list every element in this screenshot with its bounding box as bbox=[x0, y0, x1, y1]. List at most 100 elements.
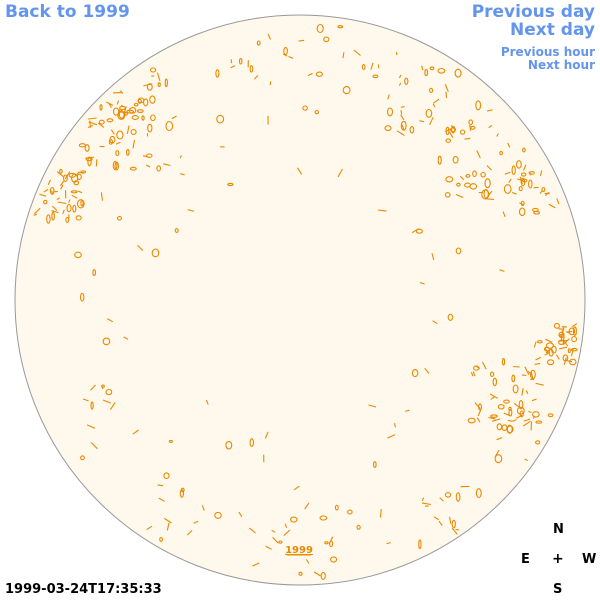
contour-mark bbox=[141, 115, 145, 121]
contour-mark bbox=[504, 171, 511, 175]
contour-mark bbox=[368, 404, 377, 408]
contour-mark bbox=[516, 414, 523, 419]
contour-mark bbox=[347, 509, 353, 515]
contour-mark bbox=[429, 117, 434, 126]
contour-mark bbox=[444, 492, 452, 498]
contour-mark bbox=[425, 108, 433, 118]
contour-mark bbox=[265, 545, 272, 550]
contour-mark bbox=[528, 410, 532, 414]
contour-mark bbox=[491, 418, 501, 422]
previous-hour-link[interactable]: Previous hour bbox=[500, 45, 595, 59]
contour-mark bbox=[119, 105, 126, 111]
year-link[interactable]: 1999 bbox=[285, 545, 313, 556]
contour-mark bbox=[284, 523, 288, 528]
contour-mark bbox=[283, 529, 291, 537]
contour-mark bbox=[474, 402, 481, 409]
contour-mark bbox=[483, 189, 489, 199]
contour-mark bbox=[356, 524, 361, 530]
contour-mark bbox=[43, 199, 48, 205]
contour-mark bbox=[562, 338, 570, 346]
contour-mark bbox=[70, 190, 78, 194]
contour-mark bbox=[415, 228, 423, 234]
contour-mark bbox=[398, 74, 402, 79]
contour-mark bbox=[424, 68, 429, 77]
contour-mark bbox=[512, 365, 520, 368]
contour-mark bbox=[499, 150, 503, 156]
contour-mark bbox=[107, 318, 114, 323]
contour-mark bbox=[171, 115, 177, 120]
contour-mark bbox=[485, 198, 495, 201]
contour-mark bbox=[437, 67, 446, 74]
contour-mark bbox=[445, 176, 454, 183]
contour-mark bbox=[168, 439, 173, 443]
contour-mark bbox=[459, 129, 466, 135]
previous-day-link[interactable]: Previous day bbox=[471, 2, 595, 22]
contour-mark bbox=[565, 331, 570, 334]
contour-mark bbox=[424, 367, 430, 375]
contour-mark bbox=[544, 347, 549, 354]
contour-mark bbox=[464, 182, 471, 188]
contour-mark bbox=[164, 78, 168, 88]
contour-mark bbox=[90, 384, 96, 391]
contour-mark bbox=[496, 133, 499, 137]
contour-mark bbox=[90, 401, 94, 410]
contour-mark bbox=[174, 228, 179, 233]
next-day-link[interactable]: Next day bbox=[510, 20, 595, 40]
contour-mark bbox=[51, 210, 59, 214]
contour-mark bbox=[137, 244, 144, 252]
contour-mark bbox=[324, 541, 329, 545]
contour-mark bbox=[75, 215, 82, 221]
contour-mark bbox=[470, 372, 474, 377]
contour-mark bbox=[253, 75, 259, 80]
contour-mark bbox=[225, 440, 233, 450]
contour-mark bbox=[132, 139, 136, 149]
contour-mark bbox=[370, 62, 374, 70]
contour-mark bbox=[82, 398, 89, 402]
contour-mark bbox=[488, 125, 493, 129]
contour-mark bbox=[115, 150, 120, 157]
contour-mark bbox=[431, 253, 435, 261]
contour-mark bbox=[68, 199, 71, 203]
contour-mark bbox=[323, 36, 330, 43]
contour-mark bbox=[518, 399, 524, 410]
contour-mark bbox=[519, 410, 524, 418]
contour-mark bbox=[205, 399, 209, 405]
contour-mark bbox=[489, 371, 495, 378]
contour-mark bbox=[501, 424, 508, 431]
contour-mark bbox=[486, 165, 492, 171]
contour-mark bbox=[302, 105, 308, 111]
contour-mark bbox=[522, 164, 527, 171]
contour-mark bbox=[71, 194, 78, 199]
back-to-year-link[interactable]: Back to 1999 bbox=[5, 2, 130, 22]
contour-mark bbox=[132, 429, 139, 435]
contour-mark bbox=[319, 515, 328, 521]
contour-mark bbox=[421, 497, 425, 502]
contour-mark bbox=[472, 170, 477, 178]
contour-mark bbox=[501, 357, 506, 366]
contour-mark bbox=[521, 374, 527, 377]
contour-mark bbox=[476, 417, 481, 423]
contour-mark bbox=[164, 517, 172, 524]
contour-mark bbox=[396, 130, 405, 136]
contour-mark bbox=[146, 83, 153, 91]
contour-mark bbox=[529, 369, 536, 380]
contour-mark bbox=[238, 511, 243, 518]
contour-mark bbox=[112, 107, 120, 116]
next-hour-link[interactable]: Next hour bbox=[527, 58, 595, 72]
contour-mark bbox=[502, 211, 506, 217]
contour-mark bbox=[314, 109, 320, 115]
contour-mark bbox=[450, 125, 456, 131]
contour-mark bbox=[572, 326, 577, 336]
contour-mark bbox=[494, 454, 503, 464]
contour-mark bbox=[481, 361, 487, 370]
contour-mark bbox=[298, 39, 305, 42]
contour-mark bbox=[517, 178, 525, 182]
contour-mark bbox=[468, 119, 474, 126]
contour-mark bbox=[158, 497, 165, 502]
contour-mark bbox=[129, 166, 137, 171]
contour-mark bbox=[464, 137, 471, 140]
contour-mark bbox=[62, 209, 65, 215]
contour-mark bbox=[60, 184, 64, 190]
contour-mark bbox=[249, 65, 254, 73]
